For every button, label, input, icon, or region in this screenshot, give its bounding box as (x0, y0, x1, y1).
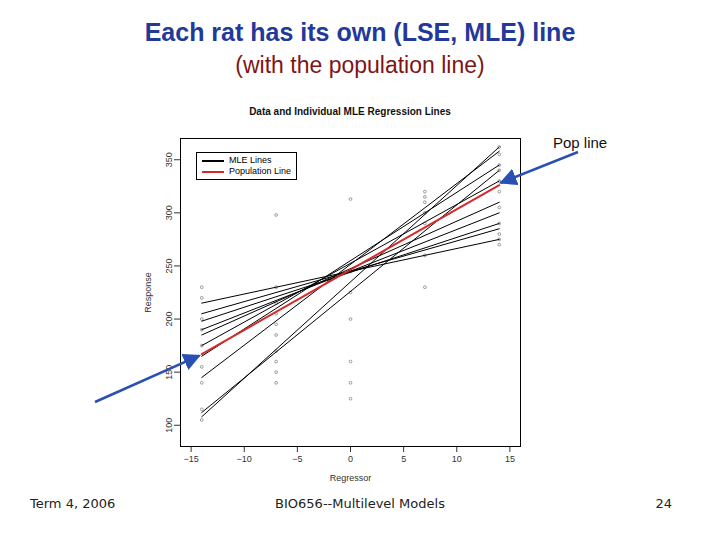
svg-text:−5: −5 (292, 454, 302, 464)
html-text:(with the population line): (with the population line) (235, 52, 485, 78)
html-text:24: 24 (655, 496, 672, 511)
html-text:Data and Individual MLE Regres: Data and Individual MLE Regression Lines (249, 106, 451, 117)
svg-text:−10: −10 (237, 454, 252, 464)
html-text:BIO656--Multilevel Models: BIO656--Multilevel Models (275, 496, 445, 511)
html-text:Each rat has its own (LSE, MLE: Each rat has its own (LSE, MLE) line (144, 18, 576, 46)
svg-text:−15: −15 (183, 454, 198, 464)
svg-text:15: 15 (505, 454, 515, 464)
svg-text:300: 300 (164, 205, 174, 220)
svg-text:350: 350 (164, 152, 174, 167)
svg-text:Regressor: Regressor (330, 473, 372, 483)
svg-text:10: 10 (452, 454, 462, 464)
svg-text:100: 100 (164, 418, 174, 433)
html-text:Pop line: Pop line (553, 134, 608, 151)
svg-text:0: 0 (348, 454, 353, 464)
svg-text:250: 250 (164, 258, 174, 273)
svg-text:Response: Response (143, 272, 153, 313)
svg-text:5: 5 (401, 454, 406, 464)
svg-text:200: 200 (164, 312, 174, 327)
svg-text:150: 150 (164, 365, 174, 380)
html-text:Population Line: Population Line (229, 166, 292, 176)
html-text:MLE Lines: MLE Lines (229, 155, 272, 165)
html-text:Term 4, 2006: Term 4, 2006 (30, 496, 116, 511)
